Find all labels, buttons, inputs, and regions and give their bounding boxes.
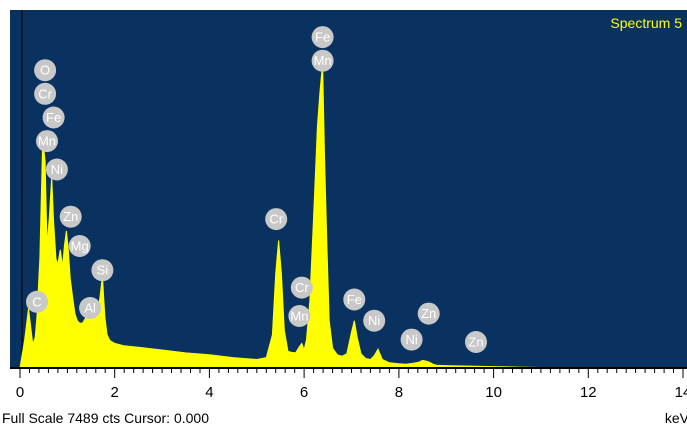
element-label-bubble — [45, 158, 68, 181]
element-label-bubble — [59, 205, 82, 228]
element-label-bubble — [42, 106, 65, 129]
plot-background — [10, 10, 687, 368]
element-label-zn: Zn — [59, 205, 82, 228]
element-label-bubble — [417, 302, 440, 325]
element-label-text: Zn — [63, 209, 78, 224]
element-label-bubble — [68, 235, 91, 257]
element-label-text: Mg — [71, 239, 89, 254]
element-label-bubble — [343, 288, 366, 311]
element-label-cr: Cr — [290, 276, 313, 299]
element-label-bubble — [34, 82, 57, 105]
element-label-mg: Mg — [68, 235, 91, 257]
x-axis-unit: keV — [664, 410, 687, 426]
element-label-bubble — [91, 259, 114, 282]
element-label-text: Cr — [295, 280, 309, 295]
element-label-al: Al — [79, 297, 102, 319]
x-tick-label: 14 — [675, 384, 687, 401]
element-label-ni: Ni — [363, 309, 386, 332]
spectrum-layer — [19, 63, 683, 369]
footer-scale-cursor: Full Scale 7489 cts Cursor: 0.000 — [2, 410, 209, 426]
element-label-text: Cr — [269, 212, 283, 227]
element-label-text: Zn — [421, 306, 436, 321]
element-label-text: Zn — [468, 335, 483, 350]
chart-title: Spectrum 5 — [610, 15, 682, 31]
element-label-cr: Cr — [34, 82, 57, 105]
element-label-bubble — [265, 208, 288, 231]
annotation-layer: O Cr Fe Mn Ni Zn Mg Si C Al Cr Cr Mn Fe Mn Fe Ni Ni Zn Zn — [26, 26, 487, 353]
element-label-text: Mn — [290, 309, 308, 324]
element-label-cr: Cr — [265, 208, 288, 231]
element-label-text: Mn — [38, 134, 56, 149]
element-label-bubble — [79, 297, 102, 319]
element-label-text: Fe — [46, 110, 61, 125]
element-label-text: Si — [97, 263, 109, 278]
element-label-bubble — [465, 331, 487, 353]
element-label-text: Fe — [347, 292, 362, 307]
element-label-bubble — [34, 59, 57, 82]
x-tick-label: 2 — [111, 384, 119, 401]
element-label-text: Mn — [314, 53, 332, 68]
element-label-zn: Zn — [417, 302, 440, 325]
element-label-bubble — [288, 305, 311, 327]
element-label-bubble — [400, 328, 423, 351]
x-tick-label: 12 — [580, 384, 597, 401]
element-label-zn: Zn — [465, 331, 487, 353]
x-axis: 0 2 4 6 8 10 12 14 — [10, 367, 687, 401]
element-label-text: Ni — [368, 313, 380, 328]
x-tick-label: 0 — [16, 384, 24, 401]
x-tick-label: 10 — [485, 384, 502, 401]
element-label-bubble — [311, 26, 334, 49]
element-label-fe: Fe — [311, 26, 334, 49]
spectrum-series-0 — [19, 63, 683, 369]
element-label-text: Al — [84, 301, 96, 316]
element-label-bubble — [363, 309, 386, 332]
element-label-text: O — [40, 63, 50, 78]
element-label-bubble — [36, 130, 58, 153]
element-label-si: Si — [91, 259, 114, 282]
element-label-mn: Mn — [288, 305, 311, 327]
element-label-bubble — [311, 49, 334, 72]
element-label-text: Cr — [38, 86, 52, 101]
element-label-ni: Ni — [400, 328, 423, 351]
element-label-fe: Fe — [343, 288, 366, 311]
element-label-text: Ni — [405, 332, 417, 347]
element-label-text: C — [32, 294, 41, 309]
x-tick-label: 4 — [205, 384, 213, 401]
element-label-mn: Mn — [36, 130, 58, 153]
element-label-bubble — [26, 290, 48, 313]
x-tick-label: 8 — [395, 384, 403, 401]
element-label-text: Ni — [51, 162, 63, 177]
element-label-o: O — [34, 59, 57, 82]
x-tick-label: 6 — [300, 384, 308, 401]
element-label-ni: Ni — [45, 158, 68, 181]
element-label-bubble — [290, 276, 313, 299]
element-label-fe: Fe — [42, 106, 65, 129]
element-label-c: C — [26, 290, 48, 313]
element-label-text: Fe — [315, 30, 330, 45]
element-label-mn: Mn — [311, 49, 334, 72]
